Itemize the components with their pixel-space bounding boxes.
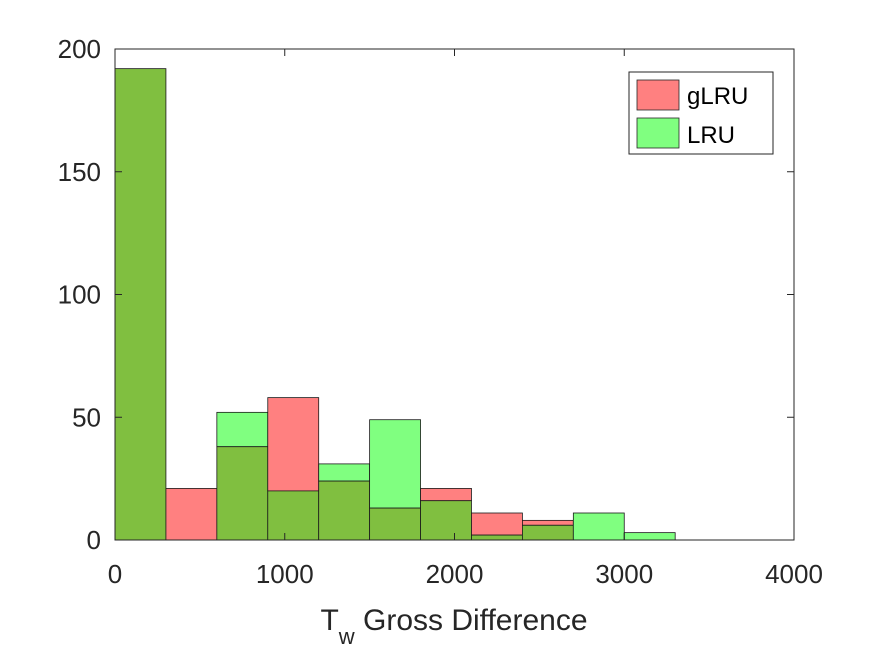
x-tick-label: 3000: [595, 559, 653, 589]
y-tick-label: 150: [58, 157, 101, 187]
legend-label-glru: gLRU: [687, 83, 748, 110]
legend-swatch-glru: [636, 79, 680, 111]
x-axis-title: Tw Gross Difference: [320, 604, 587, 649]
bar-overlap-bin-4: [318, 480, 371, 541]
bars-group: [114, 68, 676, 541]
x-axis-title-rest: Gross Difference: [355, 604, 588, 637]
y-tick-label: 200: [58, 34, 101, 64]
bar-overlap-bin-2: [216, 446, 269, 541]
bar-overlap-bin-5: [369, 507, 421, 541]
bar-lru-bin-2: [216, 411, 269, 448]
x-tick-label: 0: [108, 559, 122, 589]
bar-lru-bin-10: [623, 532, 676, 541]
bar-overlap-bin-0: [114, 68, 167, 541]
bar-lru-bin-4: [318, 463, 371, 482]
x-tick-label: 1000: [256, 559, 314, 589]
bar-lru-bin-5: [369, 419, 421, 509]
x-tick-label: 4000: [765, 559, 823, 589]
bar-glru-bin-1: [165, 488, 218, 541]
bar-glru-bin-6: [420, 488, 472, 502]
bar-lru-bin-9: [572, 512, 625, 541]
y-tick-label: 50: [72, 402, 101, 432]
bar-glru-bin-8: [522, 519, 574, 526]
legend: gLRU LRU: [628, 71, 774, 155]
x-tick-label: 2000: [426, 559, 484, 589]
y-tick-label: 100: [58, 280, 101, 310]
bar-glru-bin-3: [267, 397, 320, 492]
y-tick-label: 0: [87, 525, 101, 555]
x-axis-title-main: T: [320, 604, 338, 637]
legend-label-lru: LRU: [687, 122, 735, 149]
axes-group: 0 1000 2000 3000 4000 0 50 100 150 200: [58, 34, 823, 589]
bar-overlap-bin-8: [522, 524, 574, 541]
bar-overlap-bin-7: [471, 534, 523, 541]
bar-overlap-bin-6: [420, 500, 472, 541]
x-axis-title-subscript: w: [338, 624, 355, 649]
legend-swatch-lru: [636, 117, 680, 149]
bar-overlap-bin-3: [267, 490, 320, 541]
bar-glru-bin-7: [471, 512, 523, 536]
